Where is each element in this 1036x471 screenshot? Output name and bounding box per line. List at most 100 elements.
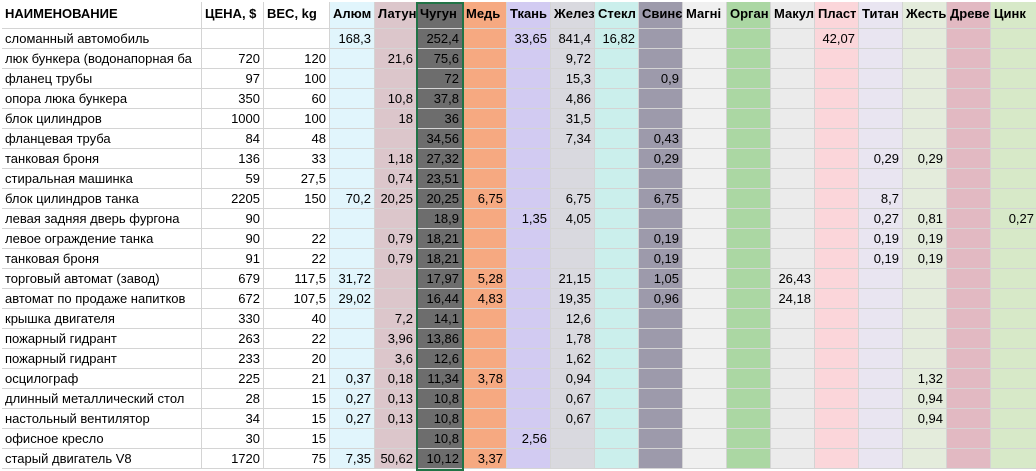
cell-value[interactable]: 117,5 xyxy=(264,269,330,289)
cell-value[interactable]: 1,32 xyxy=(903,369,947,389)
cell-value[interactable]: 0,94 xyxy=(551,369,595,389)
cell-value[interactable] xyxy=(771,449,815,469)
cell-value[interactable] xyxy=(771,89,815,109)
cell-value[interactable] xyxy=(507,369,551,389)
cell-value[interactable]: 120 xyxy=(264,49,330,69)
cell-value[interactable] xyxy=(683,369,727,389)
cell-value[interactable]: 0,27 xyxy=(991,209,1036,229)
cell-value[interactable]: 5,28 xyxy=(463,269,507,289)
cell-value[interactable] xyxy=(947,29,991,49)
cell-value[interactable] xyxy=(463,349,507,369)
cell-value[interactable] xyxy=(771,109,815,129)
cell-value[interactable]: 90 xyxy=(202,209,264,229)
cell-value[interactable]: 100 xyxy=(264,69,330,89)
cell-value[interactable] xyxy=(683,69,727,89)
cell-value[interactable]: 72 xyxy=(417,69,463,89)
cell-value[interactable] xyxy=(463,229,507,249)
cell-value[interactable] xyxy=(330,129,375,149)
cell-value[interactable] xyxy=(947,229,991,249)
cell-value[interactable] xyxy=(683,389,727,409)
cell-value[interactable] xyxy=(859,309,903,329)
cell-value[interactable] xyxy=(771,349,815,369)
cell-value[interactable] xyxy=(595,129,639,149)
cell-value[interactable]: 150 xyxy=(264,189,330,209)
cell-value[interactable]: 679 xyxy=(202,269,264,289)
cell-value[interactable]: 14,1 xyxy=(417,309,463,329)
cell-value[interactable] xyxy=(507,329,551,349)
cell-value[interactable] xyxy=(947,269,991,289)
cell-value[interactable] xyxy=(859,329,903,349)
cell-value[interactable]: 28 xyxy=(202,389,264,409)
cell-value[interactable] xyxy=(595,449,639,469)
cell-value[interactable] xyxy=(815,449,859,469)
cell-value[interactable]: 0,79 xyxy=(375,229,417,249)
cell-value[interactable]: 60 xyxy=(264,89,330,109)
item-name[interactable]: автомат по продаже напитков xyxy=(2,289,202,309)
cell-value[interactable] xyxy=(859,429,903,449)
item-name[interactable]: офисное кресло xyxy=(2,429,202,449)
cell-value[interactable]: 23,51 xyxy=(417,169,463,189)
cell-value[interactable] xyxy=(683,209,727,229)
cell-value[interactable]: 34,56 xyxy=(417,129,463,149)
cell-value[interactable] xyxy=(815,349,859,369)
cell-value[interactable] xyxy=(507,389,551,409)
cell-value[interactable] xyxy=(595,49,639,69)
item-name[interactable]: танковая броня xyxy=(2,149,202,169)
cell-value[interactable]: 107,5 xyxy=(264,289,330,309)
cell-value[interactable] xyxy=(595,229,639,249)
cell-value[interactable]: 0,19 xyxy=(639,229,683,249)
cell-value[interactable] xyxy=(463,129,507,149)
cell-value[interactable] xyxy=(727,229,771,249)
item-name[interactable]: крышка двигателя xyxy=(2,309,202,329)
cell-value[interactable] xyxy=(330,229,375,249)
cell-value[interactable] xyxy=(683,289,727,309)
cell-value[interactable]: 0,74 xyxy=(375,169,417,189)
cell-value[interactable] xyxy=(507,289,551,309)
item-name[interactable]: стиральная машинка xyxy=(2,169,202,189)
cell-value[interactable]: 330 xyxy=(202,309,264,329)
cell-value[interactable] xyxy=(771,229,815,249)
cell-value[interactable] xyxy=(815,149,859,169)
cell-value[interactable] xyxy=(771,409,815,429)
cell-value[interactable]: 17,97 xyxy=(417,269,463,289)
cell-value[interactable] xyxy=(507,89,551,109)
cell-value[interactable]: 31,5 xyxy=(551,109,595,129)
cell-value[interactable]: 1,78 xyxy=(551,329,595,349)
cell-value[interactable] xyxy=(903,269,947,289)
cell-value[interactable] xyxy=(727,289,771,309)
cell-value[interactable] xyxy=(947,189,991,209)
cell-value[interactable] xyxy=(859,289,903,309)
cell-value[interactable]: 0,79 xyxy=(375,249,417,269)
column-header[interactable]: ВЕС, kg xyxy=(264,2,330,29)
cell-value[interactable] xyxy=(375,209,417,229)
cell-value[interactable] xyxy=(903,69,947,89)
cell-value[interactable]: 1000 xyxy=(202,109,264,129)
cell-value[interactable]: 48 xyxy=(264,129,330,149)
cell-value[interactable]: 24,18 xyxy=(771,289,815,309)
cell-value[interactable] xyxy=(903,309,947,329)
cell-value[interactable] xyxy=(903,49,947,69)
cell-value[interactable]: 100 xyxy=(264,109,330,129)
cell-value[interactable]: 0,19 xyxy=(639,249,683,269)
item-name[interactable]: люк бункера (водонапорная ба xyxy=(2,49,202,69)
cell-value[interactable]: 0,29 xyxy=(859,149,903,169)
cell-value[interactable] xyxy=(595,329,639,349)
item-name[interactable]: осцилограф xyxy=(2,369,202,389)
cell-value[interactable]: 75,6 xyxy=(417,49,463,69)
cell-value[interactable]: 33,65 xyxy=(507,29,551,49)
cell-value[interactable] xyxy=(991,389,1036,409)
cell-value[interactable]: 21 xyxy=(264,369,330,389)
cell-value[interactable]: 16,44 xyxy=(417,289,463,309)
cell-value[interactable] xyxy=(463,429,507,449)
cell-value[interactable]: 252,4 xyxy=(417,29,463,49)
cell-value[interactable] xyxy=(947,209,991,229)
cell-value[interactable] xyxy=(947,449,991,469)
cell-value[interactable]: 0,19 xyxy=(859,229,903,249)
cell-value[interactable]: 97 xyxy=(202,69,264,89)
cell-value[interactable]: 3,96 xyxy=(375,329,417,349)
cell-value[interactable]: 0,27 xyxy=(330,409,375,429)
cell-value[interactable] xyxy=(815,49,859,69)
cell-value[interactable] xyxy=(639,89,683,109)
cell-value[interactable]: 16,82 xyxy=(595,29,639,49)
cell-value[interactable]: 0,96 xyxy=(639,289,683,309)
